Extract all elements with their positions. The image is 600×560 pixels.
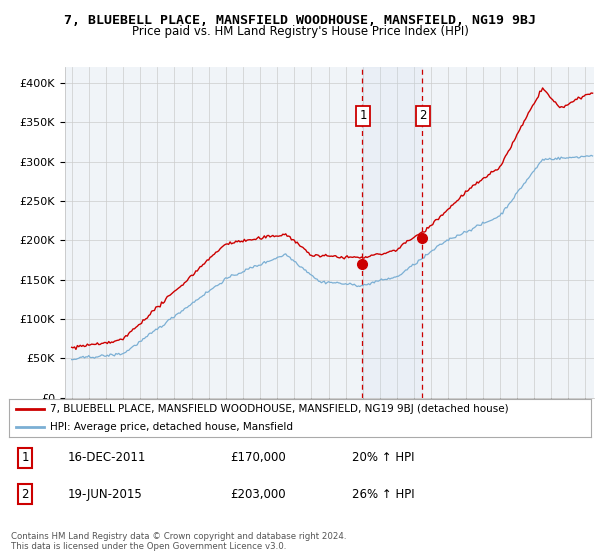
Text: 1: 1 [359,109,367,123]
Text: 2: 2 [22,488,29,501]
Text: Contains HM Land Registry data © Crown copyright and database right 2024.: Contains HM Land Registry data © Crown c… [11,532,346,541]
Text: 7, BLUEBELL PLACE, MANSFIELD WOODHOUSE, MANSFIELD, NG19 9BJ: 7, BLUEBELL PLACE, MANSFIELD WOODHOUSE, … [64,14,536,27]
Text: HPI: Average price, detached house, Mansfield: HPI: Average price, detached house, Mans… [50,422,293,432]
Text: 2: 2 [419,109,427,123]
Text: Price paid vs. HM Land Registry's House Price Index (HPI): Price paid vs. HM Land Registry's House … [131,25,469,38]
Text: 26% ↑ HPI: 26% ↑ HPI [352,488,415,501]
Text: £203,000: £203,000 [230,488,286,501]
Text: £170,000: £170,000 [230,451,286,464]
Text: 16-DEC-2011: 16-DEC-2011 [67,451,146,464]
Text: 1: 1 [22,451,29,464]
Text: 19-JUN-2015: 19-JUN-2015 [67,488,142,501]
Bar [362,67,422,398]
Text: 20% ↑ HPI: 20% ↑ HPI [352,451,415,464]
Text: 7, BLUEBELL PLACE, MANSFIELD WOODHOUSE, MANSFIELD, NG19 9BJ (detached house): 7, BLUEBELL PLACE, MANSFIELD WOODHOUSE, … [50,404,508,414]
Text: This data is licensed under the Open Government Licence v3.0.: This data is licensed under the Open Gov… [11,542,286,551]
